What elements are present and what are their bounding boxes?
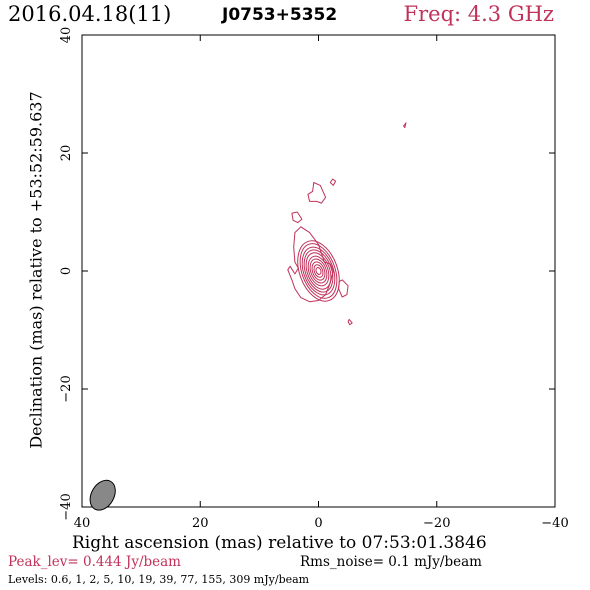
beam-group bbox=[89, 479, 116, 511]
x-tick-label: 20 bbox=[192, 516, 209, 531]
contour-ellipse bbox=[299, 243, 338, 299]
x-tick-label: −40 bbox=[541, 516, 568, 531]
contour-levels: Levels: 0.6, 1, 2, 5, 10, 19, 39, 77, 15… bbox=[8, 573, 310, 586]
contour-ellipse bbox=[301, 246, 336, 296]
y-tick-label: 0 bbox=[59, 267, 74, 275]
contour-component bbox=[329, 178, 337, 186]
x-tick-label: 40 bbox=[74, 516, 91, 531]
contour-component bbox=[291, 211, 303, 224]
y-tick-label: −40 bbox=[59, 493, 74, 520]
y-axis-label: Declination (mas) relative to +53:52:59.… bbox=[26, 91, 46, 449]
contour-ellipse bbox=[315, 267, 322, 275]
contour-component bbox=[307, 182, 327, 204]
y-tick-label: 40 bbox=[59, 27, 74, 44]
y-tick-label: −20 bbox=[59, 375, 74, 402]
rms-noise: Rms_noise= 0.1 mJy/beam bbox=[300, 554, 482, 570]
contour-ellipse bbox=[303, 249, 334, 293]
contour-ellipse bbox=[307, 255, 330, 287]
contour-ellipse bbox=[305, 252, 332, 290]
contour-component bbox=[403, 122, 407, 129]
beam-ellipse bbox=[89, 479, 116, 511]
y-tick-label: 20 bbox=[59, 145, 74, 162]
contour-component bbox=[287, 226, 334, 303]
contour-ellipse bbox=[297, 240, 340, 302]
epoch-title: 2016.04.18(11) bbox=[8, 2, 172, 26]
peak-level: Peak_lev= 0.444 Jy/beam bbox=[8, 554, 181, 570]
x-tick-label: 0 bbox=[314, 516, 322, 531]
contour-component bbox=[347, 318, 353, 326]
contour-group bbox=[287, 122, 407, 326]
contour-ellipse bbox=[309, 258, 328, 284]
contour-ellipse bbox=[313, 264, 324, 278]
contour-ellipse bbox=[311, 261, 326, 281]
x-axis-label: Right ascension (mas) relative to 07:53:… bbox=[72, 533, 487, 553]
contour-component bbox=[338, 279, 349, 298]
plot-frame bbox=[81, 34, 556, 508]
frequency-label: Freq: 4.3 GHz bbox=[403, 2, 554, 26]
axis-ticks: 40 20 0 −20 −40 −40 −20 0 20 40 bbox=[59, 27, 569, 531]
x-tick-label: −20 bbox=[423, 516, 450, 531]
source-name: J0753+5352 bbox=[222, 5, 338, 25]
